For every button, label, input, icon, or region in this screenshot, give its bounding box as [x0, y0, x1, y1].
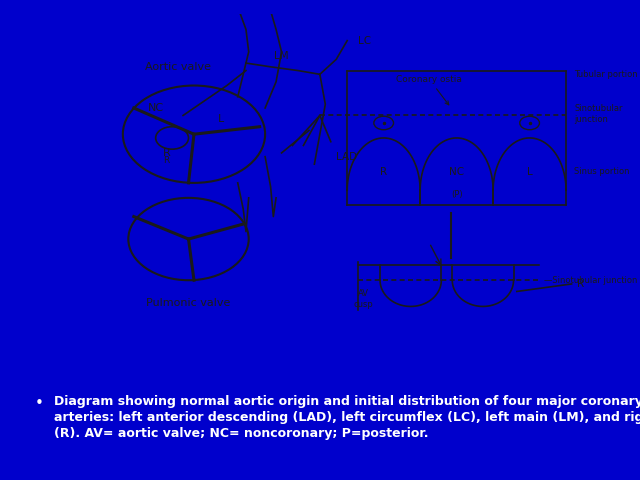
Text: Tubular portion: Tubular portion: [574, 70, 638, 79]
Text: R: R: [577, 279, 584, 289]
Text: L: L: [527, 167, 532, 177]
Text: (P): (P): [451, 190, 463, 199]
Text: LC: LC: [358, 36, 371, 46]
Text: Pulmonic valve: Pulmonic valve: [147, 298, 230, 308]
Text: —Sinotubular junction: —Sinotubular junction: [544, 276, 637, 285]
Text: NC: NC: [148, 103, 164, 113]
Text: R: R: [163, 148, 170, 158]
Text: NC: NC: [449, 167, 464, 177]
Text: junction: junction: [574, 115, 608, 124]
Text: LAD: LAD: [336, 152, 357, 162]
Text: L: L: [218, 114, 225, 124]
Text: Sinotubular: Sinotubular: [574, 104, 623, 112]
Text: arteries: left anterior descending (LAD), left circumflex (LC), left main (LM), : arteries: left anterior descending (LAD)…: [54, 411, 640, 424]
Text: Coronary ostia: Coronary ostia: [396, 75, 462, 105]
Text: •: •: [35, 396, 44, 411]
Text: R: R: [380, 167, 387, 177]
Text: Aortic valve: Aortic valve: [145, 62, 211, 72]
Text: Sinus portion: Sinus portion: [574, 167, 630, 176]
Text: (R). AV= aortic valve; NC= noncoronary; P=posterior.: (R). AV= aortic valve; NC= noncoronary; …: [54, 427, 429, 440]
Text: Diagram showing normal aortic origin and initial distribution of four major coro: Diagram showing normal aortic origin and…: [54, 395, 640, 408]
Text: LM: LM: [274, 50, 289, 60]
Text: R: R: [163, 156, 170, 165]
Text: AV
cusp: AV cusp: [354, 289, 374, 309]
